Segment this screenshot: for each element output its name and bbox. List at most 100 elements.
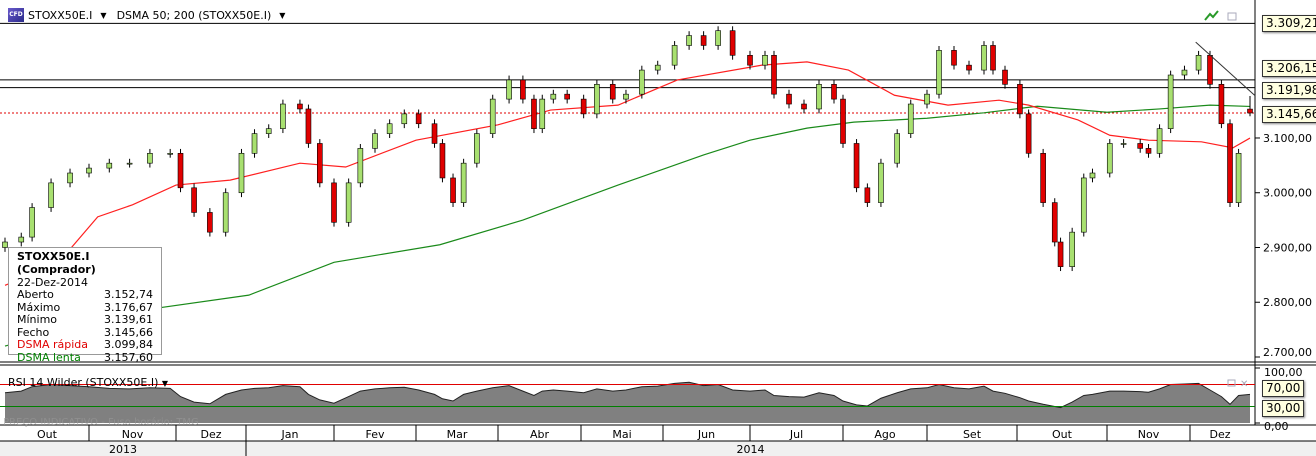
candle (2, 241, 8, 248)
trend-line (1195, 41, 1256, 96)
legend-row-fast-ma: DSMA rápida 3.099,84 (17, 339, 161, 352)
trend-tool-icon (1204, 10, 1219, 21)
month-label: Mar (446, 428, 468, 441)
legend-value: 3.099,84 (104, 338, 153, 352)
candle (747, 55, 753, 66)
candle (126, 162, 133, 165)
candle (966, 64, 972, 71)
candle (450, 177, 456, 203)
symbol-selector[interactable]: STOXX50E.I (28, 8, 93, 22)
rsi-tag-70: 70,00 (1262, 380, 1305, 397)
candle (1247, 108, 1253, 114)
candle (401, 113, 408, 125)
candle (345, 182, 352, 223)
candle (531, 98, 537, 129)
candle (1089, 172, 1096, 179)
candle (550, 93, 557, 100)
price-tag-hline-1: 3.309,21 (1262, 15, 1316, 32)
candle (1195, 55, 1202, 71)
candle (1207, 55, 1213, 85)
legend-title: STOXX50E.I (Comprador) (17, 250, 96, 276)
data-legend: STOXX50E.I (Comprador) 22-Dez-2014 Abert… (8, 247, 162, 364)
candle (506, 79, 512, 100)
candle (1002, 69, 1008, 85)
candle (415, 113, 422, 125)
indicator-selector[interactable]: DSMA 50; 200 (STOXX50E.I) (116, 8, 272, 22)
candle (924, 93, 930, 105)
candle (894, 133, 900, 164)
candle (147, 153, 153, 164)
candle (191, 187, 197, 213)
legend-label: DSMA rápida (17, 338, 88, 352)
candle (816, 84, 822, 110)
cfd-icon: CFD (8, 8, 24, 22)
price-tag-last: 3.145,66 (1262, 106, 1316, 123)
candle (489, 98, 496, 134)
y-tick-label: 2.800,00 (1263, 296, 1312, 309)
candle (67, 172, 73, 184)
price-tag-hline-2: 3.206,15 (1262, 60, 1316, 77)
candle (1137, 143, 1143, 149)
year-label: 2014 (736, 443, 765, 456)
month-label: Out (1052, 428, 1072, 441)
watermark: PREÇO INDICATIVO - Fuso horário: TMG (3, 417, 199, 428)
month-label: Ago (874, 428, 896, 441)
rsi-tick-100: 100,00 (1264, 366, 1303, 379)
candle (1057, 241, 1064, 267)
candle (238, 153, 245, 194)
month-label: Jan (281, 428, 299, 441)
rsi-area (5, 382, 1250, 423)
legend-row-close: Fecho 3.145,66 (17, 326, 161, 340)
fast-ma-line (4, 61, 1251, 286)
y-tick-label: 3.000,00 (1263, 187, 1312, 200)
candle (439, 143, 446, 179)
candle (654, 64, 661, 71)
legend-label: DSMA lenta (17, 350, 81, 364)
candle (936, 50, 942, 95)
candle (1080, 177, 1087, 233)
candle (990, 45, 996, 71)
month-label: Abr (529, 428, 550, 441)
rsi-header[interactable]: RSI 14 Wilder (STOXX50E.I) ▼ (8, 376, 168, 389)
candle (715, 30, 721, 46)
candle (1181, 69, 1188, 76)
chevron-down-icon[interactable]: ▼ (100, 10, 107, 20)
candle (1218, 84, 1225, 125)
candle (167, 153, 173, 155)
year-band (0, 441, 1316, 456)
candle (357, 148, 364, 184)
candle (786, 93, 792, 105)
chevron-down-icon[interactable]: ▼ (279, 10, 286, 20)
chevron-down-icon[interactable]: ▼ (161, 379, 169, 388)
candle (686, 35, 692, 46)
candle (762, 55, 768, 66)
month-label: Mai (612, 428, 632, 441)
candle (48, 182, 54, 208)
candle (305, 108, 312, 144)
month-label: Nov (121, 428, 144, 441)
candle (386, 123, 393, 134)
candle (1120, 143, 1127, 145)
candle (840, 98, 846, 144)
legend-value: 3.176,67 (104, 300, 153, 314)
candle (86, 167, 92, 174)
candle (864, 187, 871, 203)
candle (907, 103, 914, 134)
candle (1051, 202, 1058, 243)
candle (1167, 74, 1174, 129)
rsi-tick-0: 0,00 (1264, 420, 1289, 433)
candle (297, 103, 303, 110)
candle (981, 45, 987, 71)
candle (106, 162, 113, 169)
y-tick-label: 2.700,00 (1263, 346, 1312, 359)
candle (878, 162, 884, 203)
legend-value: 3.157,60 (104, 350, 153, 364)
candle (801, 103, 807, 110)
candle (831, 84, 837, 100)
slow-ma-line (4, 104, 1251, 347)
candle (639, 69, 645, 95)
candle (431, 123, 438, 144)
candle (671, 45, 678, 66)
